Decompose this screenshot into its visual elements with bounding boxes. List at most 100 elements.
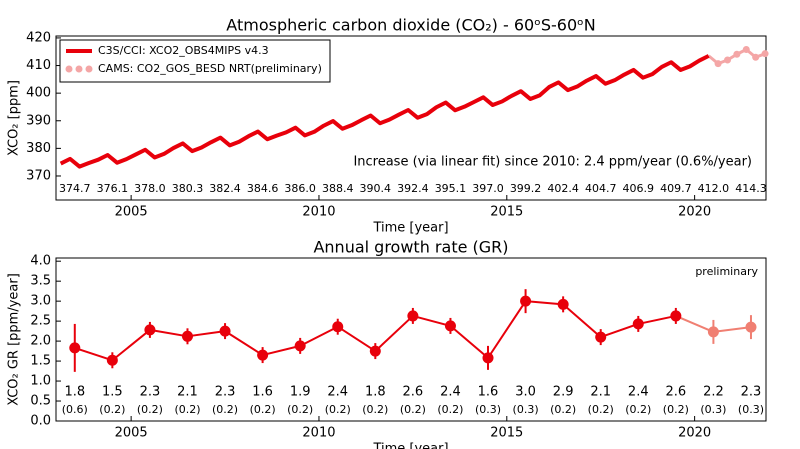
point	[482, 352, 494, 364]
y-tick-label: 370	[26, 168, 51, 183]
error-label: (0.3)	[513, 403, 539, 416]
value-label: 1.5	[102, 385, 123, 400]
error-label: (0.3)	[700, 403, 726, 416]
y-tick-label: 400	[26, 86, 51, 101]
legend-swatch	[85, 65, 93, 73]
annual-mean-label: 414.3	[735, 182, 767, 195]
point	[752, 53, 760, 61]
value-label: 2.4	[628, 385, 649, 400]
value-label: 2.4	[440, 385, 461, 400]
y-tick-label: 2.0	[30, 334, 51, 349]
y-tick-label: 380	[26, 141, 51, 156]
point	[294, 340, 306, 352]
point	[742, 46, 750, 54]
x-axis-label: Time [year]	[372, 221, 448, 236]
annotation: preliminary	[695, 265, 758, 278]
error-label: (0.2)	[137, 403, 163, 416]
annual-mean-label: 376.1	[97, 182, 129, 195]
x-tick-label: 2010	[302, 205, 335, 220]
error-label: (0.3)	[475, 403, 501, 416]
point	[444, 320, 456, 332]
annual-mean-label: 412.0	[698, 182, 730, 195]
y-tick-label: 410	[26, 58, 51, 73]
point	[106, 354, 118, 366]
point	[761, 50, 769, 58]
value-label: 2.1	[590, 385, 611, 400]
error-label: (0.2)	[550, 403, 576, 416]
point	[144, 324, 156, 336]
error-label: (0.3)	[738, 403, 764, 416]
annotation: Increase (via linear fit) since 2010: 2.…	[353, 155, 752, 170]
annual-mean-label: 399.2	[510, 182, 542, 195]
legend-label: C3S/CCI: XCO2_OBS4MIPS v4.3	[98, 44, 269, 57]
value-label: 2.2	[703, 385, 724, 400]
value-label: 1.8	[365, 385, 386, 400]
point	[733, 50, 741, 58]
annual-mean-label: 384.6	[247, 182, 279, 195]
annual-mean-label: 409.7	[660, 182, 692, 195]
point	[257, 349, 269, 361]
plot-frame	[55, 35, 767, 201]
x-tick-label: 2005	[115, 205, 148, 220]
series-connector	[675, 315, 714, 333]
value-label: 2.6	[665, 385, 686, 400]
y-tick-label: 1.0	[30, 374, 51, 389]
y-tick-label: 1.5	[30, 354, 51, 369]
annual-mean-label: 402.4	[547, 182, 579, 195]
error-label: (0.6)	[62, 403, 88, 416]
point	[557, 298, 569, 310]
error-label: (0.2)	[663, 403, 689, 416]
value-label: 2.3	[741, 385, 762, 400]
value-label: 1.6	[478, 385, 499, 400]
error-label: (0.2)	[212, 403, 238, 416]
y-tick-label: 0.0	[30, 414, 51, 429]
y-axis-label: XCO₂ GR [ppm/year]	[7, 273, 22, 406]
point	[632, 318, 644, 330]
point	[407, 310, 419, 322]
point	[595, 331, 607, 343]
error-label: (0.2)	[287, 403, 313, 416]
point	[707, 326, 719, 338]
point	[69, 342, 81, 354]
value-label: 1.9	[290, 385, 311, 400]
x-tick-label: 2005	[115, 426, 148, 441]
point	[520, 295, 532, 307]
legend-label: CAMS: CO2_GOS_BESD NRT(preliminary)	[98, 62, 322, 75]
value-label: 1.6	[252, 385, 273, 400]
error-label: (0.2)	[250, 403, 276, 416]
error-label: (0.2)	[437, 403, 463, 416]
point	[332, 321, 344, 333]
annual-mean-label: 382.4	[209, 182, 241, 195]
point	[714, 60, 722, 68]
value-label: 2.6	[403, 385, 424, 400]
chart-title: Atmospheric carbon dioxide (CO₂) - 60ᵒS-…	[226, 16, 595, 35]
annual-mean-label: 388.4	[322, 182, 354, 195]
value-label: 3.0	[515, 385, 536, 400]
error-label: (0.2)	[174, 403, 200, 416]
x-tick-label: 2010	[302, 426, 335, 441]
y-tick-label: 4.0	[30, 254, 51, 269]
annual-mean-label: 390.4	[360, 182, 392, 195]
series-line	[59, 54, 710, 169]
annual-mean-label: 406.9	[623, 182, 655, 195]
point	[369, 345, 381, 357]
y-tick-label: 3.5	[30, 274, 51, 289]
x-tick-label: 2015	[490, 205, 523, 220]
annual-mean-label: 386.0	[284, 182, 316, 195]
point	[745, 321, 757, 333]
annual-mean-label: 397.0	[472, 182, 504, 195]
error-label: (0.2)	[588, 403, 614, 416]
y-axis-label: XCO₂ [ppm]	[7, 80, 22, 156]
value-label: 2.1	[177, 385, 198, 400]
value-label: 2.3	[215, 385, 236, 400]
y-tick-label: 0.5	[30, 394, 51, 409]
error-label: (0.2)	[362, 403, 388, 416]
annual-mean-label: 395.1	[435, 182, 467, 195]
y-tick-label: 420	[26, 30, 51, 45]
value-label: 2.9	[553, 385, 574, 400]
plot-frame	[55, 257, 767, 422]
y-tick-label: 2.5	[30, 314, 51, 329]
annual-mean-label: 374.7	[59, 182, 91, 195]
value-label: 2.3	[140, 385, 161, 400]
